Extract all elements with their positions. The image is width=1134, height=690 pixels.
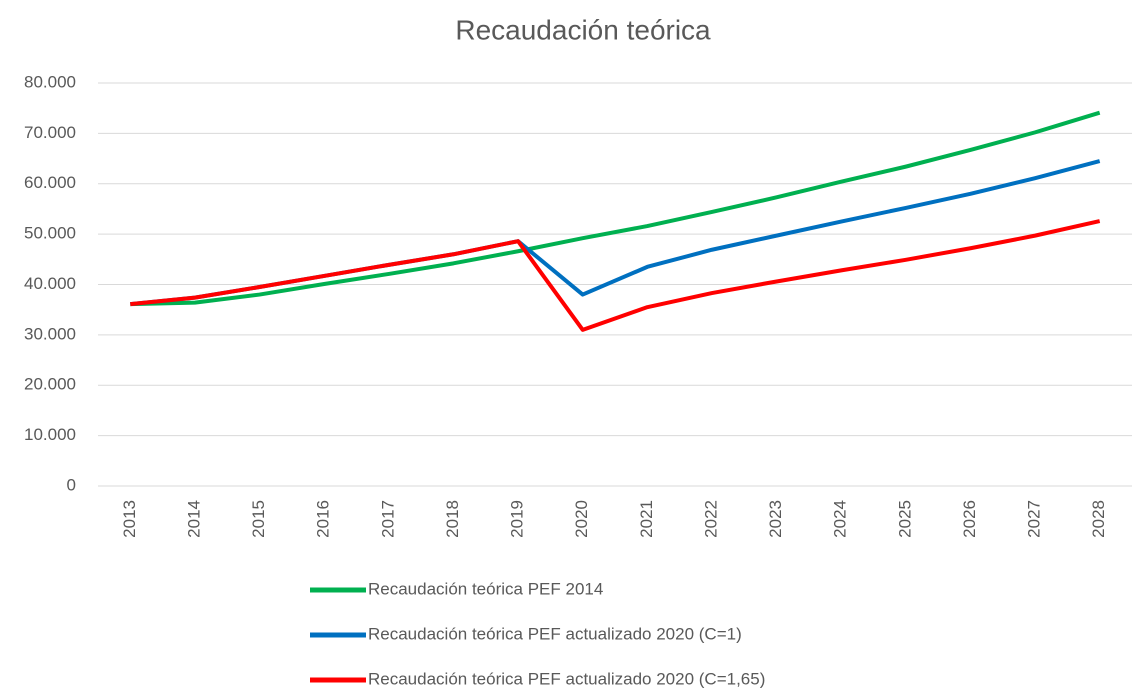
- x-tick-label: 2022: [701, 500, 720, 538]
- x-tick-label: 2019: [508, 500, 527, 538]
- y-tick-label: 60.000: [24, 173, 76, 192]
- x-tick-label: 2016: [314, 500, 333, 538]
- x-tick-label: 2023: [766, 500, 785, 538]
- x-tick-label: 2027: [1025, 500, 1044, 538]
- legend-label: Recaudación teórica PEF 2014: [368, 579, 603, 598]
- chart-title: Recaudación teórica: [455, 14, 711, 45]
- x-tick-label: 2021: [637, 500, 656, 538]
- x-tick-label: 2020: [572, 500, 591, 538]
- y-tick-label: 70.000: [24, 123, 76, 142]
- x-tick-label: 2028: [1089, 500, 1108, 538]
- x-tick-label: 2024: [831, 500, 850, 538]
- x-tick-label: 2018: [443, 500, 462, 538]
- y-tick-label: 40.000: [24, 274, 76, 293]
- legend-label: Recaudación teórica PEF actualizado 2020…: [368, 624, 742, 643]
- series-line: [130, 110, 1101, 307]
- y-tick-label: 50.000: [24, 224, 76, 243]
- x-tick-label: 2014: [184, 500, 203, 538]
- y-tick-label: 20.000: [24, 375, 76, 394]
- legend-label: Recaudación teórica PEF actualizado 2020…: [368, 669, 765, 688]
- x-tick-label: 2013: [120, 500, 139, 538]
- x-tick-label: 2015: [249, 500, 268, 538]
- x-tick-label: 2025: [895, 500, 914, 538]
- y-tick-label: 30.000: [24, 324, 76, 343]
- y-tick-label: 10.000: [24, 425, 76, 444]
- x-tick-label: 2017: [378, 500, 397, 538]
- y-tick-label: 80.000: [24, 72, 76, 91]
- series-line: [130, 219, 1101, 332]
- x-tick-label: 2026: [960, 500, 979, 538]
- y-tick-label: 0: [67, 475, 76, 494]
